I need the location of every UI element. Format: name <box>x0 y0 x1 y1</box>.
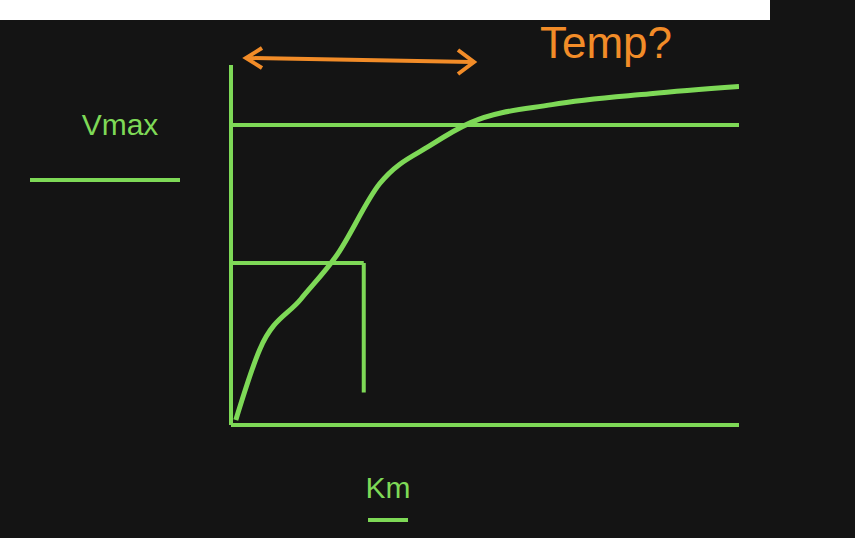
svg-text:Km: Km <box>366 471 411 504</box>
svg-text:Temp?: Temp? <box>540 18 672 67</box>
svg-text:Vmax: Vmax <box>82 108 159 141</box>
